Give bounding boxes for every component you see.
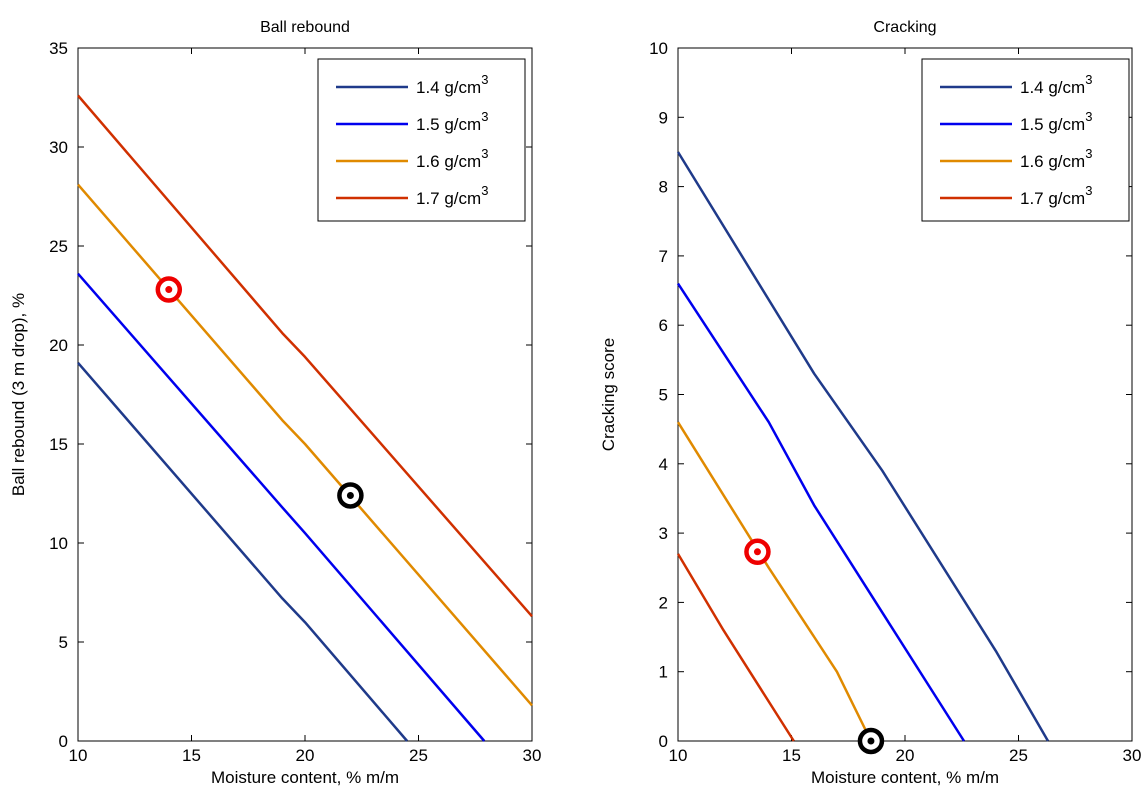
legend-entry-label: 1.6 g/cm (1020, 152, 1085, 171)
y-tick-label: 4 (659, 455, 668, 474)
x-tick-label: 25 (1009, 746, 1028, 765)
legend-entry-label: 1.5 g/cm (416, 115, 481, 134)
y-axis-label: Ball rebound (3 m drop), % (9, 293, 28, 496)
y-tick-label: 20 (49, 336, 68, 355)
x-tick-label: 30 (1123, 746, 1142, 765)
legend-entry-3: 1.6 g/cm3 (1020, 146, 1092, 171)
y-tick-label: 0 (659, 732, 668, 751)
legend-entry-superscript: 3 (481, 72, 488, 87)
x-tick-label: 20 (296, 746, 315, 765)
x-tick-label: 30 (523, 746, 542, 765)
y-tick-label: 15 (49, 435, 68, 454)
target-marker-dot-1 (165, 286, 173, 294)
y-tick-label: 5 (659, 386, 668, 405)
target-marker-dot-2 (867, 737, 875, 745)
ball-rebound-chart: 10 15 20 25 30 0 5 10 15 20 25 30 35 Ball rebound Mois… (9, 19, 541, 787)
x-axis-label: Moisture content, % m/m (811, 768, 999, 787)
legend-entry-label: 1.5 g/cm (1020, 115, 1085, 134)
legend-entry-superscript: 3 (481, 183, 488, 198)
series-line-4 (676, 553, 795, 742)
series-line-3 (676, 421, 873, 742)
legend-entry-superscript: 3 (481, 146, 488, 161)
x-tick-label: 10 (69, 746, 88, 765)
y-tick-label: 25 (49, 237, 68, 256)
legend-entry-superscript: 3 (1085, 146, 1092, 161)
legend-entry-label: 1.4 g/cm (416, 78, 481, 97)
y-axis-label: Cracking score (599, 338, 618, 451)
series-line-1 (77, 361, 409, 742)
legend-entry-1: 1.4 g/cm3 (1020, 72, 1092, 97)
series-line-2 (77, 272, 486, 742)
legend-entry-1: 1.4 g/cm3 (416, 72, 488, 97)
chart-title: Cracking (873, 19, 936, 36)
legend-entry-superscript: 3 (481, 109, 488, 124)
chart-title: Ball rebound (260, 19, 350, 36)
legend-entry-label: 1.6 g/cm (416, 152, 481, 171)
y-tick-label: 0 (59, 732, 68, 751)
legend-entry-3: 1.6 g/cm3 (416, 146, 488, 171)
y-tick-label: 30 (49, 138, 68, 157)
y-tick-label: 9 (659, 108, 668, 127)
y-tick-label: 5 (59, 633, 68, 652)
y-tick-label: 1 (659, 663, 668, 682)
x-tick-label: 15 (182, 746, 201, 765)
legend-entry-2: 1.5 g/cm3 (416, 109, 488, 134)
legend-entry-4: 1.7 g/cm3 (416, 183, 488, 208)
y-tick-label: 6 (659, 316, 668, 335)
legend-entry-2: 1.5 g/cm3 (1020, 109, 1092, 134)
legend-entry-label: 1.7 g/cm (416, 189, 481, 208)
legend-entry-superscript: 3 (1085, 109, 1092, 124)
y-tick-label: 7 (659, 247, 668, 266)
series-line-3 (77, 183, 533, 707)
x-axis-label: Moisture content, % m/m (211, 768, 399, 787)
legend-entry-label: 1.4 g/cm (1020, 78, 1085, 97)
legend-entry-label: 1.7 g/cm (1020, 189, 1085, 208)
x-tick-label: 15 (782, 746, 801, 765)
series-line-1 (676, 151, 1050, 742)
x-tick-label: 20 (896, 746, 915, 765)
target-marker-dot-1 (753, 548, 761, 556)
x-tick-label: 10 (669, 746, 688, 765)
y-tick-label: 8 (659, 178, 668, 197)
target-marker-dot-2 (346, 491, 354, 499)
series-line-2 (676, 282, 966, 742)
y-tick-label: 2 (659, 593, 668, 612)
series-line-4 (77, 94, 533, 618)
y-tick-label: 35 (49, 39, 68, 58)
x-tick-label: 25 (409, 746, 428, 765)
cracking-chart: 10 15 20 25 30 0 1 2 3 4 5 6 7 8 9 10 Cracking Moisture c… (599, 19, 1141, 787)
y-tick-label: 10 (649, 39, 668, 58)
legend-entry-4: 1.7 g/cm3 (1020, 183, 1092, 208)
legend-entry-superscript: 3 (1085, 183, 1092, 198)
y-tick-label: 3 (659, 524, 668, 543)
legend-entry-superscript: 3 (1085, 72, 1092, 87)
y-tick-label: 10 (49, 534, 68, 553)
